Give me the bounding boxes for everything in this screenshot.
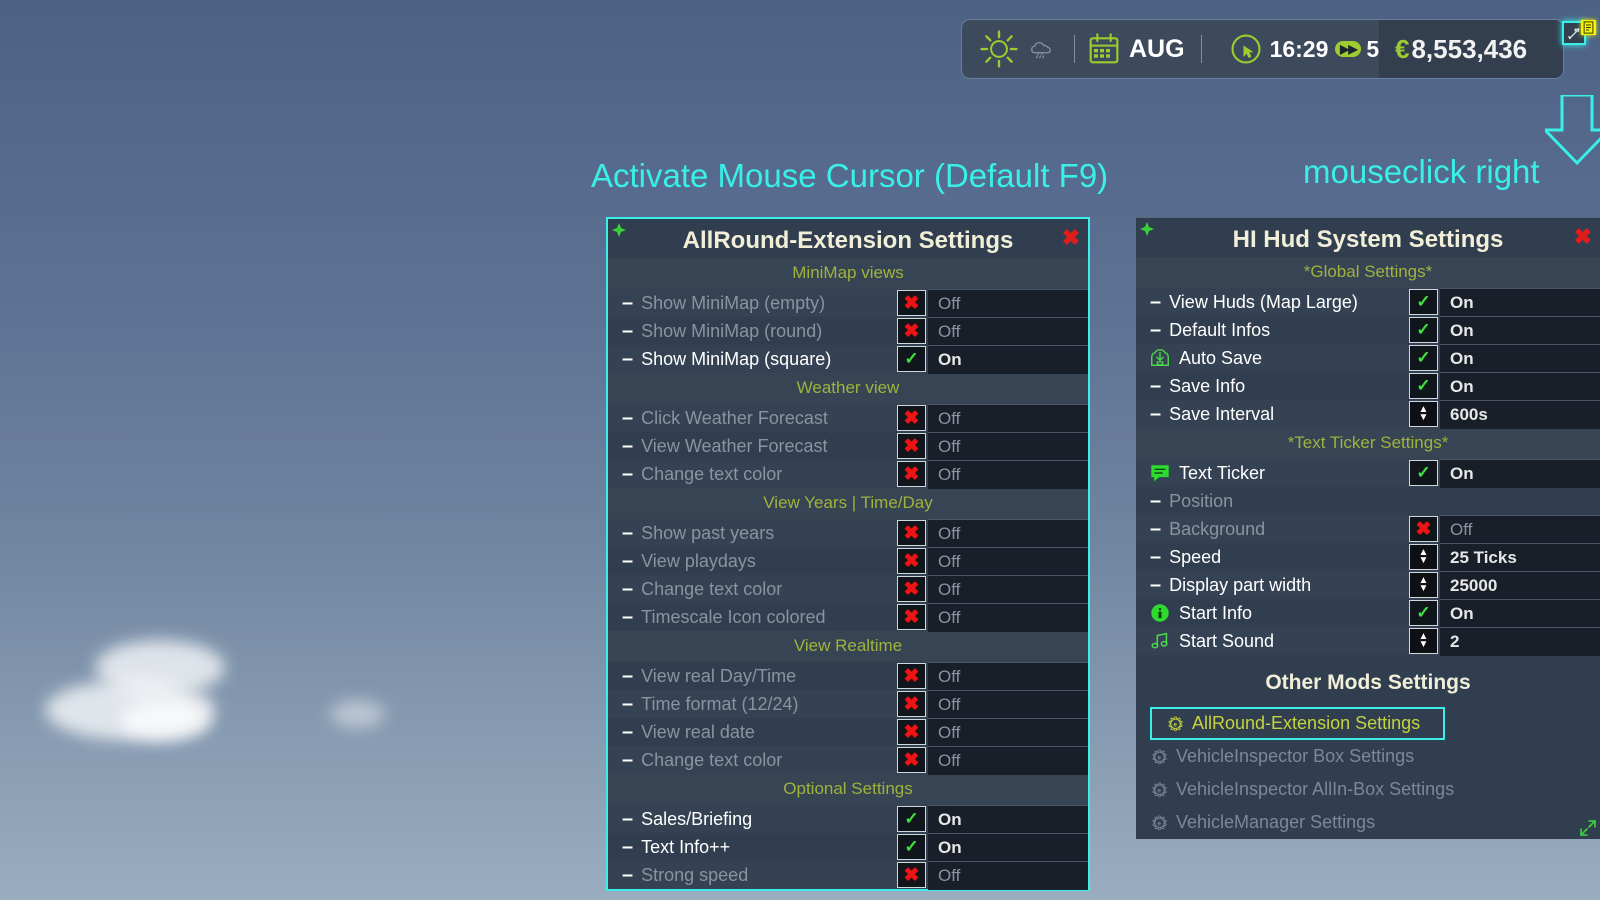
svg-text:e: e (1158, 754, 1162, 761)
svg-text:e: e (1158, 787, 1162, 794)
svg-text:e: e (1174, 721, 1178, 728)
svg-text:e: e (1158, 820, 1162, 827)
